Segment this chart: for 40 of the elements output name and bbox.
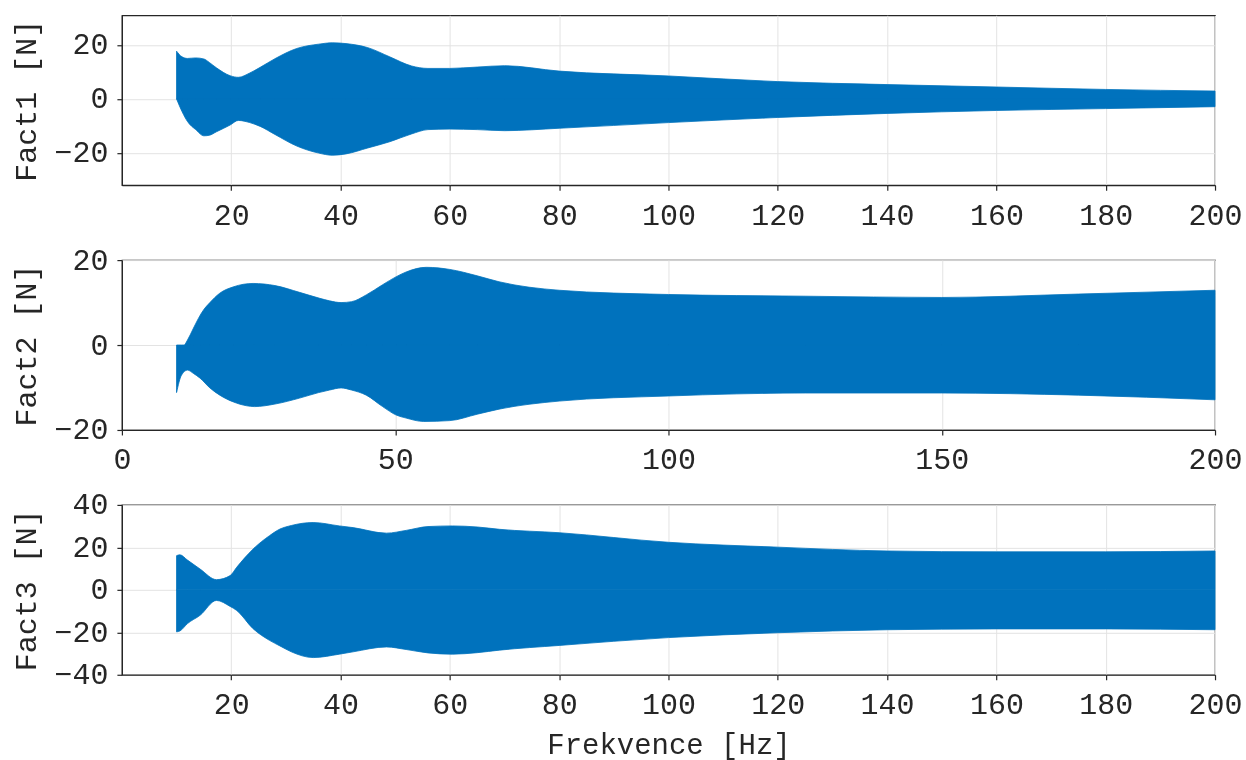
y-tick-label: 0 <box>90 574 109 609</box>
x-tick-label: 200 <box>1188 199 1243 234</box>
x-tick-label: 80 <box>541 689 578 724</box>
y-tick-label: −20 <box>54 137 109 172</box>
y-tick-label: 20 <box>72 244 109 279</box>
x-tick-label: 100 <box>641 689 696 724</box>
x-tick-label: 150 <box>915 444 970 479</box>
x-tick-label: 140 <box>860 689 915 724</box>
x-tick-label: 0 <box>113 444 132 479</box>
y-tick-label: −40 <box>54 659 109 694</box>
x-tick-label: 100 <box>641 199 696 234</box>
y-tick-label: 20 <box>72 531 109 566</box>
y-axis-title: Fact1 [N] <box>11 19 46 182</box>
y-tick-label: 20 <box>72 29 109 64</box>
x-tick-label: 140 <box>860 199 915 234</box>
x-tick-label: 100 <box>641 444 696 479</box>
x-tick-label: 60 <box>432 689 469 724</box>
x-tick-label: 180 <box>1079 199 1134 234</box>
x-tick-label: 60 <box>432 199 469 234</box>
x-tick-label: 80 <box>541 199 578 234</box>
y-tick-label: −20 <box>54 616 109 651</box>
x-tick-label: 160 <box>969 689 1024 724</box>
x-tick-label: 40 <box>323 199 360 234</box>
x-tick-label: 20 <box>213 689 250 724</box>
x-tick-label: 120 <box>751 689 806 724</box>
x-tick-label: 180 <box>1079 689 1134 724</box>
x-tick-label: 40 <box>323 689 360 724</box>
y-tick-label: 0 <box>90 83 109 118</box>
x-tick-label: 200 <box>1188 444 1243 479</box>
x-tick-label: 200 <box>1188 689 1243 724</box>
x-tick-label: 50 <box>377 444 414 479</box>
x-tick-label: 160 <box>969 199 1024 234</box>
y-tick-label: 0 <box>90 329 109 364</box>
x-axis-title: Frekvence [Hz] <box>547 730 791 760</box>
x-tick-label: 20 <box>213 199 250 234</box>
y-tick-label: −20 <box>54 414 109 449</box>
x-tick-label: 120 <box>751 199 806 234</box>
y-axis-title: Fact2 [N] <box>11 264 46 427</box>
y-axis-title: Fact3 [N] <box>11 509 46 672</box>
y-tick-label: 40 <box>72 489 109 524</box>
